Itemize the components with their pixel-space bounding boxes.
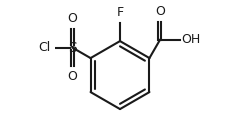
- Text: S: S: [68, 41, 77, 55]
- Text: O: O: [67, 12, 77, 25]
- Text: F: F: [116, 6, 124, 19]
- Text: O: O: [67, 70, 77, 83]
- Text: OH: OH: [181, 34, 200, 46]
- Text: Cl: Cl: [38, 41, 50, 54]
- Text: O: O: [155, 5, 165, 18]
